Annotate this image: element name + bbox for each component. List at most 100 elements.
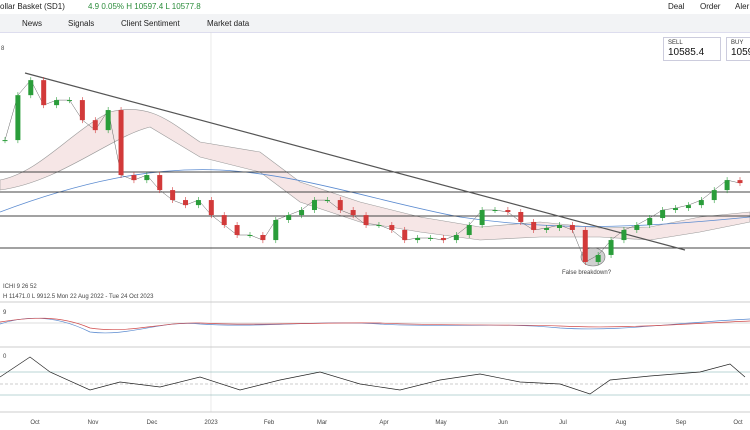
chart: 8 False breakdown? ICHI 9 26 52 H 11471.… [0,32,750,426]
signal-line [0,317,750,331]
x-tick-label: 2023 [204,420,218,426]
candle [685,205,691,209]
candle [221,215,227,226]
candle [337,200,343,211]
candle [54,100,60,106]
candle [15,95,21,141]
candle [505,210,511,212]
candle [2,140,8,142]
candle [660,210,666,219]
candle [402,229,408,241]
deal[interactable]: Deal [668,2,685,11]
macd-line [0,317,750,334]
alert[interactable]: Aler [735,2,750,11]
x-tick-label: Feb [264,420,275,426]
candle [105,110,111,131]
candle [595,254,601,262]
candle [247,235,253,237]
moving-average [0,169,750,227]
x-tick-label: Oct [30,420,40,426]
candle [286,215,292,220]
candle [170,190,176,201]
order[interactable]: Order [700,2,721,11]
candle [131,175,137,181]
rsi-line [0,356,746,395]
sell-price: 10585.4 [668,47,705,58]
header: ollar Basket (SD1) 4.9 0.05% H 10597.4 L… [0,0,750,14]
x-tick-label: Apr [379,420,388,426]
x-tick-label: Jun [498,420,508,426]
range: H 11471.0 L 9912.5 Mon 22 Aug 2022 - Tue… [3,294,154,300]
x-tick-label: May [435,420,446,426]
macd-label: 9 [3,310,7,316]
candle [634,225,640,230]
buy-box[interactable]: BUY1059 [726,37,750,61]
candle [389,225,395,230]
sell-label: SELL [668,40,683,46]
toolbar: News Signals Client Sentiment Market dat… [0,14,750,33]
candle [183,200,189,206]
signals[interactable]: Signals [68,19,95,28]
x-tick-label: Dec [147,420,158,426]
annotation: False breakdown? [562,270,612,276]
trend-line [24,72,686,251]
candle [621,229,627,241]
candle [608,240,614,255]
x-tick-label: Mar [317,420,327,426]
candle [311,200,317,211]
x-tick-label: Jul [559,420,567,426]
candle [673,208,679,211]
candle [479,210,485,226]
candle [544,227,550,230]
candle [92,120,98,131]
buy-label: BUY [731,40,744,46]
candle [466,225,472,236]
candle [582,229,588,262]
candle [415,237,421,241]
candle [299,210,305,216]
candle [737,180,743,184]
candle [79,100,85,121]
candle [647,218,653,226]
candle [363,215,369,226]
x-tick-label: Sep [676,420,687,426]
market-data[interactable]: Market data [207,19,250,28]
candle [724,180,730,191]
candle [518,211,524,222]
sell-box[interactable]: SELL 10585.4 [663,37,721,61]
candle [350,210,356,216]
candle [66,100,72,102]
candle [698,200,704,206]
candle [28,80,34,96]
x-tick-label: Aug [616,420,627,426]
instrument[interactable]: ollar Basket (SD1) [0,2,65,11]
x-tick-label: Nov [88,420,99,426]
candle [453,235,459,241]
candle [324,200,330,202]
candle [144,175,150,181]
candle [208,200,214,216]
ichimoku-cloud [0,109,750,241]
candle [428,237,434,239]
candle [273,219,279,241]
candle [492,210,498,212]
candle [531,221,537,230]
candle [260,235,266,241]
candle [118,110,124,176]
candle [556,225,562,228]
candle [195,200,201,206]
candle [376,225,382,227]
news[interactable]: News [22,19,43,28]
candle [569,225,575,230]
client-sentiment[interactable]: Client Sentiment [121,19,180,28]
candle [711,190,717,201]
candle [41,80,47,106]
change: 4.9 0.05% H 10597.4 L 10577.8 [88,2,201,11]
rsi-label: 0 [3,354,7,360]
candle [234,225,240,236]
corner-label: 8 [1,46,5,52]
x-tick-label: Oct [733,420,743,426]
price-line [4,79,741,263]
candle [157,175,163,191]
